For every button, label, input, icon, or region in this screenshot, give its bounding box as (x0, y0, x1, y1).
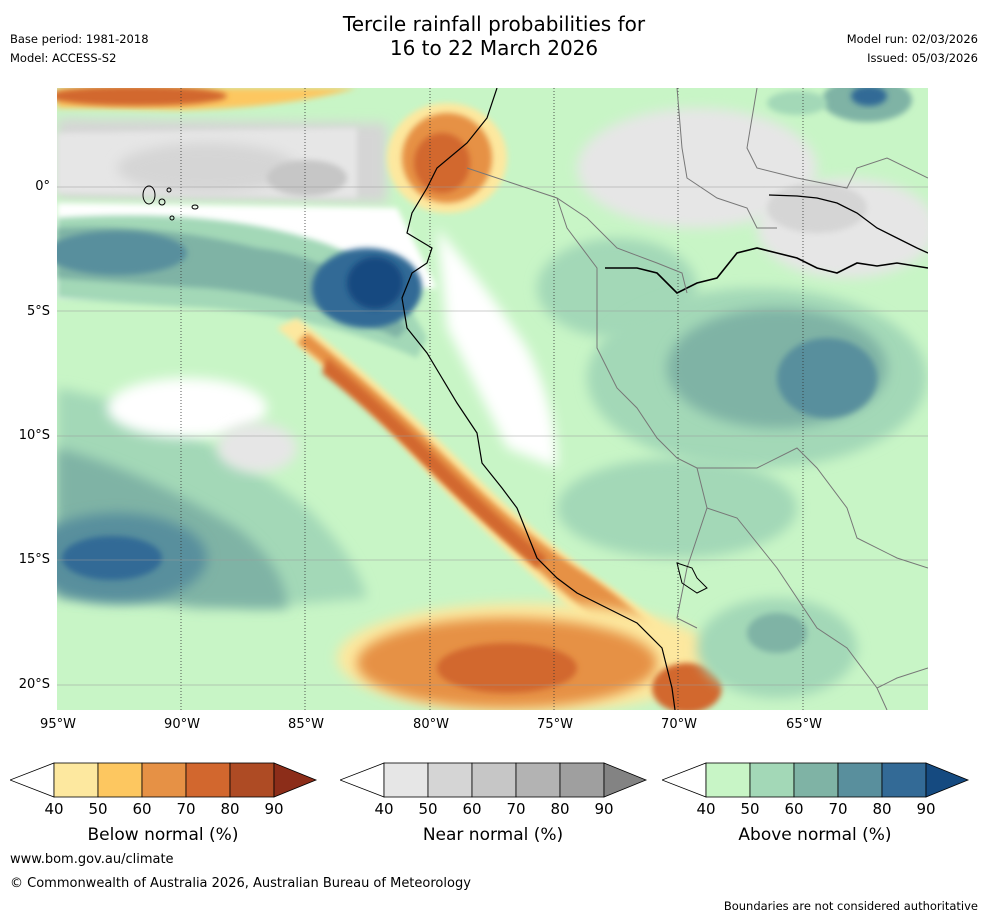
tick: 70 (506, 800, 526, 818)
colorbar-near-segment (383, 762, 429, 798)
country-borders (466, 88, 928, 710)
lon-label-85w: 85°W (288, 717, 324, 732)
tick: 60 (462, 800, 482, 818)
colorbar-above-segment (881, 762, 927, 798)
colorbar-below-segment (53, 762, 99, 798)
tick: 50 (418, 800, 438, 818)
colorbar-above-ticks: 40 50 60 70 80 90 (662, 800, 982, 820)
lat-label-5s: 5°S (26, 304, 50, 319)
tick: 40 (696, 800, 716, 818)
colorbar-near-label: Near normal (%) (422, 825, 564, 845)
meta-left: Base period: 1981-2018 Model: ACCESS-S2 (10, 32, 149, 70)
colorbar-near-segment (559, 762, 605, 798)
tick: 80 (872, 800, 892, 818)
colorbar-above-segment (837, 762, 883, 798)
lat-label-20s: 20°S (18, 677, 50, 692)
colorbar-below-normal: 40 50 60 70 80 90 Below normal (%) (10, 761, 330, 845)
gridlines (57, 88, 928, 710)
tick: 90 (264, 800, 284, 818)
probability-fields (57, 88, 928, 710)
issued-date: Issued: 05/03/2026 (867, 51, 978, 65)
model-name: Model: ACCESS-S2 (10, 51, 117, 65)
meta-right: Model run: 02/03/2026 Issued: 05/03/2026 (847, 32, 978, 70)
colorbar-above-label: Above normal (%) (738, 825, 892, 845)
lon-label-75w: 75°W (537, 717, 573, 732)
probability-map (57, 88, 928, 710)
lat-label-10s: 10°S (18, 428, 50, 443)
tick: 90 (916, 800, 936, 818)
colorbar-near-ticks: 40 50 60 70 80 90 (340, 800, 660, 820)
colorbar-below-label: Below normal (%) (87, 825, 239, 845)
colorbar-above-graphic (662, 762, 970, 798)
colorbar-below-segment (185, 762, 231, 798)
colorbar-above-segment (705, 762, 751, 798)
lon-label-95w: 95°W (40, 717, 76, 732)
tick: 60 (784, 800, 804, 818)
amazon-river (605, 247, 928, 294)
disclaimer-text: Boundaries are not considered authoritat… (723, 899, 978, 913)
lon-label-80w: 80°W (413, 717, 449, 732)
tick: 50 (740, 800, 760, 818)
tick: 70 (828, 800, 848, 818)
tick: 40 (44, 800, 64, 818)
title-line-2: 16 to 22 March 2026 (389, 36, 599, 60)
tick: 90 (594, 800, 614, 818)
colorbar-near-graphic (340, 762, 648, 798)
lat-label-0: 0° (35, 179, 50, 194)
title-line-1: Tercile rainfall probabilities for (342, 12, 646, 36)
colorbar-above-segment (749, 762, 795, 798)
colorbar-above-segment (793, 762, 839, 798)
base-period: Base period: 1981-2018 (10, 32, 149, 46)
colorbar-below-graphic (10, 762, 318, 798)
lat-label-15s: 15°S (18, 552, 50, 567)
website-link[interactable]: www.bom.gov.au/climate (10, 852, 174, 867)
model-run: Model run: 02/03/2026 (846, 32, 978, 46)
galapagos-islands (142, 185, 199, 221)
lake-titicaca (676, 562, 708, 594)
colorbar-below-segment (273, 762, 318, 798)
colorbar-near-segment (471, 762, 517, 798)
colorbar-below-segment (141, 762, 187, 798)
tick: 80 (550, 800, 570, 818)
lon-label-90w: 90°W (164, 717, 200, 732)
tick: 70 (176, 800, 196, 818)
colorbar-above-normal: 40 50 60 70 80 90 Above normal (%) (662, 761, 982, 845)
tick: 60 (132, 800, 152, 818)
amazon-north-branch (768, 194, 928, 254)
colorbar-near-segment (603, 762, 648, 798)
tick: 50 (88, 800, 108, 818)
copyright-text: © Commonwealth of Australia 2026, Austra… (10, 876, 471, 891)
lon-label-65w: 65°W (786, 717, 822, 732)
lon-label-70w: 70°W (661, 717, 697, 732)
colorbar-below-ticks: 40 50 60 70 80 90 (10, 800, 330, 820)
colorbar-near-segment (515, 762, 561, 798)
colorbar-below-segment (229, 762, 275, 798)
tick: 40 (374, 800, 394, 818)
coastline (401, 88, 676, 710)
colorbar-above-segment (925, 762, 970, 798)
map-title: Tercile rainfall probabilities for 16 to… (0, 12, 988, 60)
colorbar-near-normal: 40 50 60 70 80 90 Near normal (%) (340, 761, 660, 845)
colorbar-below-segment (97, 762, 143, 798)
colorbar-near-segment (427, 762, 473, 798)
tick: 80 (220, 800, 240, 818)
